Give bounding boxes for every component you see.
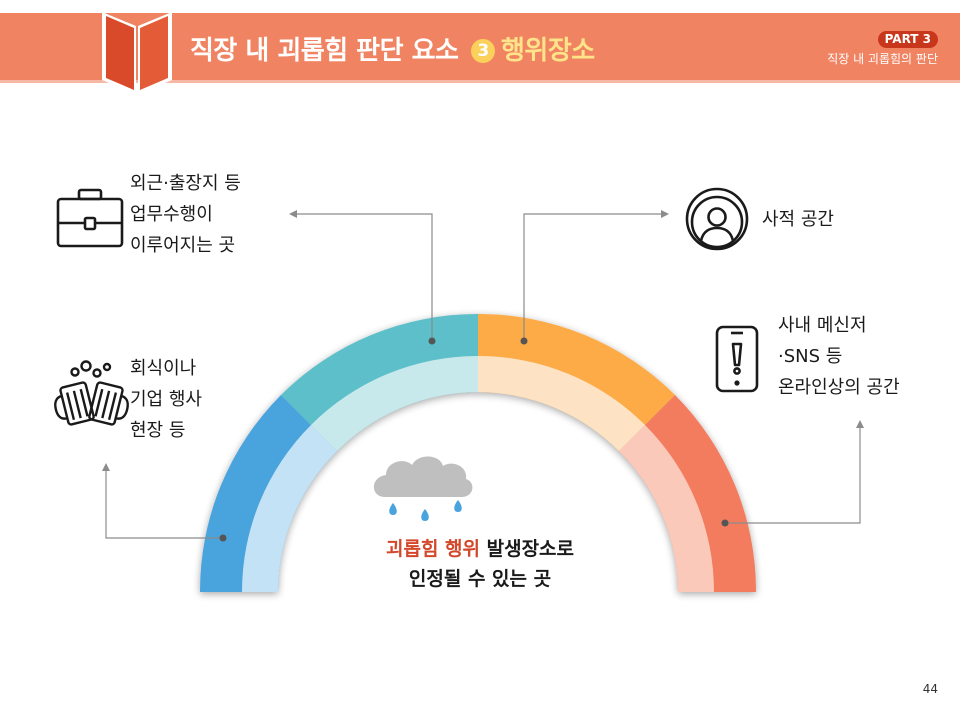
- part-badge: PART 3: [877, 31, 938, 48]
- label-line: ·SNS 등: [778, 346, 843, 367]
- center-caption: 괴롭힘 행위 발생장소로 인정될 수 있는 곳: [338, 534, 622, 594]
- step-number-badge: 3: [470, 39, 495, 63]
- rain-cloud-icon: [373, 456, 473, 521]
- header-bar: 직장 내 괴롭힘 판단 요소 3 행위장소 PART 3 직장 내 괴롭힘의 판단: [0, 0, 960, 94]
- label-line: 이루어지는 곳: [130, 235, 236, 256]
- label-line: 온라인상의 공간: [778, 377, 900, 398]
- title-prefix: 직장 내 괴롭힘 판단 요소: [190, 36, 459, 66]
- label-line: 기업 행사: [130, 389, 202, 410]
- connector-lines: [105, 213, 861, 539]
- title-highlight: 행위장소: [500, 36, 595, 66]
- label-line: 외근·출장지 등: [130, 173, 241, 194]
- label-line: 현장 등: [130, 420, 186, 441]
- connector-arrowheads: [102, 210, 864, 471]
- person-avatar-icon: [685, 187, 749, 251]
- label-dinner-events: 회식이나 기업 행사 현장 등: [130, 353, 202, 446]
- label-line: 사적 공간: [762, 209, 834, 230]
- connector-dinner-events: [105, 470, 223, 539]
- page-number: 44: [922, 682, 938, 696]
- connector-dots: [219, 337, 729, 542]
- connector-work-travel: [296, 213, 433, 341]
- center-rest-text: 발생장소로: [480, 538, 575, 560]
- connector-private-space: [523, 213, 662, 341]
- smartphone-alert-icon: [715, 325, 759, 393]
- connector-online-space: [725, 428, 861, 524]
- page-title: 직장 내 괴롭힘 판단 요소 3 행위장소: [190, 30, 595, 67]
- label-online-space: 사내 메신저 ·SNS 등 온라인상의 공간: [778, 310, 900, 403]
- label-line: 사내 메신저: [778, 315, 867, 336]
- center-caption-line2: 인정될 수 있는 곳: [408, 568, 552, 590]
- label-line: 회식이나: [130, 358, 197, 379]
- inner-arc: [241, 355, 715, 592]
- open-book-icon: [102, 12, 172, 94]
- header-divider: [0, 80, 960, 83]
- label-private-space: 사적 공간: [762, 204, 834, 235]
- beer-mugs-icon: [54, 360, 129, 426]
- center-accent-text: 괴롭힘 행위: [385, 538, 480, 560]
- briefcase-icon: [56, 188, 124, 248]
- label-line: 업무수행이: [130, 204, 213, 225]
- center-caption-line1: 괴롭힘 행위 발생장소로: [338, 534, 622, 564]
- part-subtitle: 직장 내 괴롭힘의 판단: [827, 52, 938, 66]
- label-work-travel: 외근·출장지 등 업무수행이 이루어지는 곳: [130, 168, 241, 261]
